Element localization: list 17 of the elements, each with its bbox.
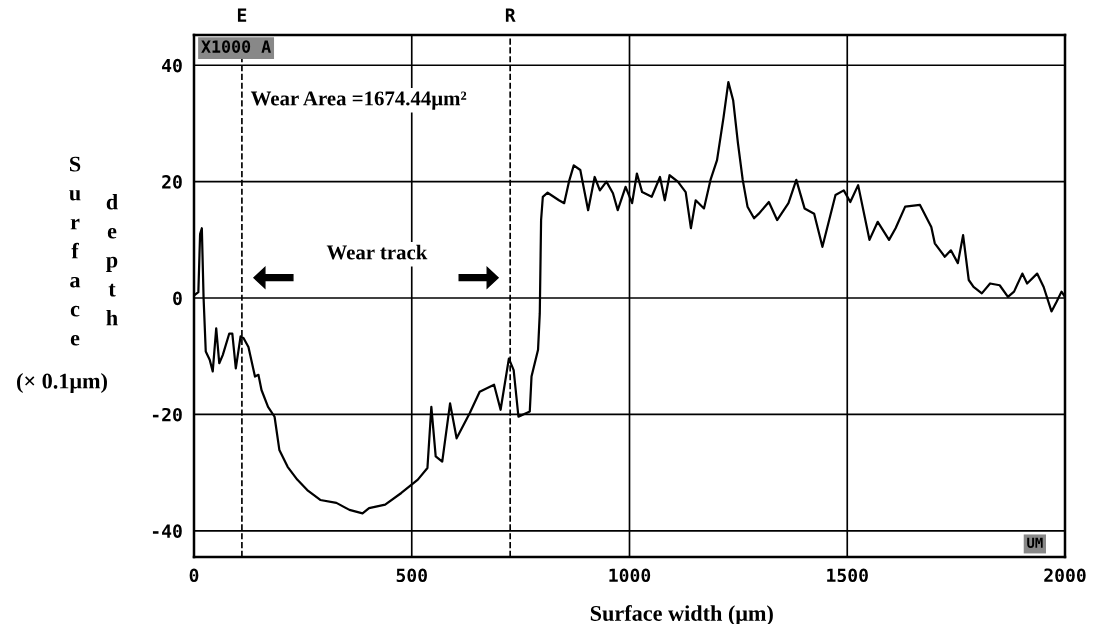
y-tick-label: 20 bbox=[162, 175, 182, 189]
ref-line-label: E bbox=[237, 8, 247, 22]
x-tick-label: 2000 bbox=[1044, 568, 1086, 583]
y-tick-label: 40 bbox=[162, 58, 182, 73]
ref-line-label: R bbox=[505, 8, 516, 22]
annotation: Wear track bbox=[326, 244, 428, 260]
annotation: X1000 A bbox=[201, 40, 271, 53]
annotation: Wear Area =1674.44μm² bbox=[250, 91, 467, 110]
x-tick-label: 0 bbox=[189, 568, 199, 583]
text: Surface depth (× 0.1μm) bbox=[17, 156, 118, 394]
x-tick-label: 1000 bbox=[609, 568, 651, 583]
x-tick-label: 500 bbox=[396, 568, 427, 583]
annotation: UM bbox=[1027, 537, 1043, 548]
y-tick-label: -40 bbox=[152, 524, 182, 538]
x-tick-label: 1500 bbox=[827, 568, 868, 583]
y-tick-label: -20 bbox=[152, 407, 182, 422]
y-tick-label: 0 bbox=[173, 291, 182, 306]
